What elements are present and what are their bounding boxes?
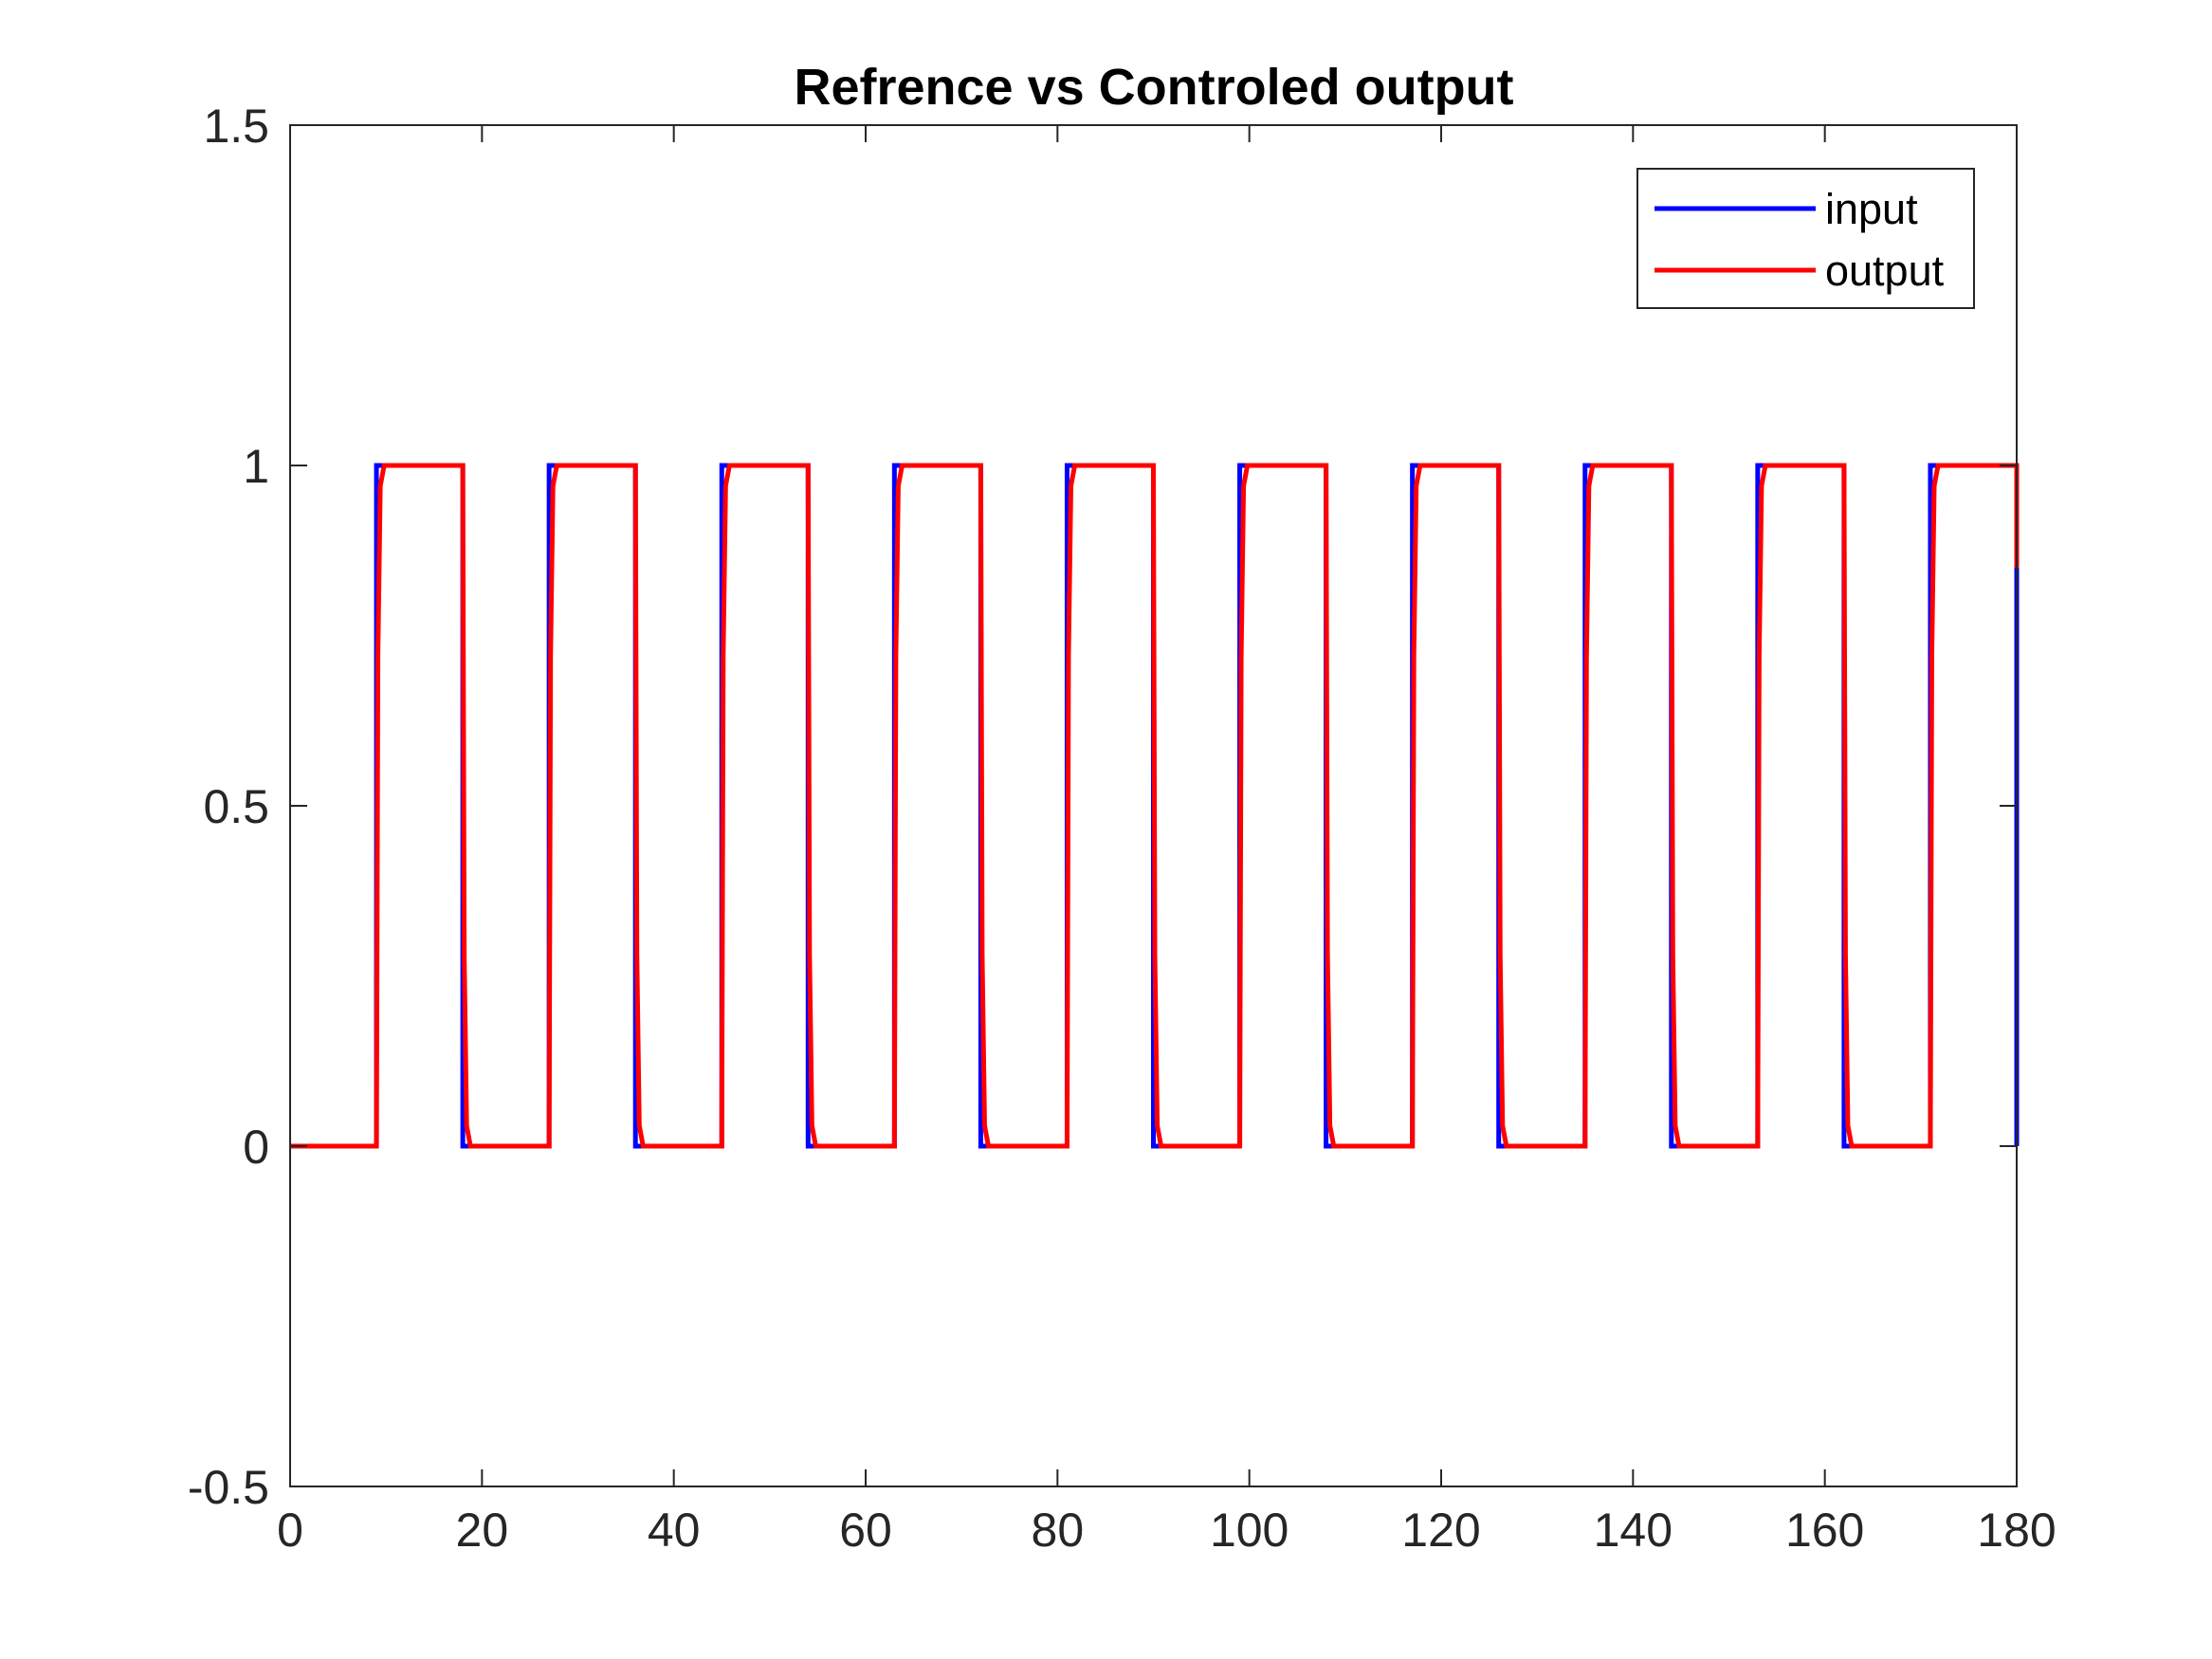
series-layer	[290, 463, 2020, 1149]
x-tick-label: 60	[839, 1504, 892, 1557]
legend: input output	[1636, 168, 1975, 309]
y-tick-label: 1.5	[203, 100, 269, 153]
x-tick-label: 0	[277, 1504, 303, 1557]
x-tick-label: 40	[648, 1504, 701, 1557]
x-tick-label: 180	[1977, 1504, 2056, 1557]
x-tick-label: 160	[1785, 1504, 1864, 1557]
x-tick-label: 100	[1210, 1504, 1289, 1557]
chart-title: Refrence vs Controled output	[794, 59, 1513, 116]
legend-label-output: output	[1825, 246, 1945, 295]
y-tick-label: 1	[243, 440, 269, 493]
x-tick-label: 140	[1594, 1504, 1673, 1557]
tick-layer: 0 20 40 60 80 100 120 140 160 180-0.500.511.5	[188, 100, 2057, 1557]
x-tick-label: 120	[1401, 1504, 1480, 1557]
legend-label-input: input	[1825, 185, 1918, 233]
series-line-output	[290, 463, 2020, 1149]
x-tick-label: 20	[456, 1504, 509, 1557]
y-tick-label: 0	[243, 1121, 269, 1174]
legend-box	[1636, 168, 1975, 309]
y-tick-label: -0.5	[188, 1461, 269, 1514]
y-tick-label: 0.5	[203, 780, 269, 833]
x-tick-label: 80	[1032, 1504, 1085, 1557]
